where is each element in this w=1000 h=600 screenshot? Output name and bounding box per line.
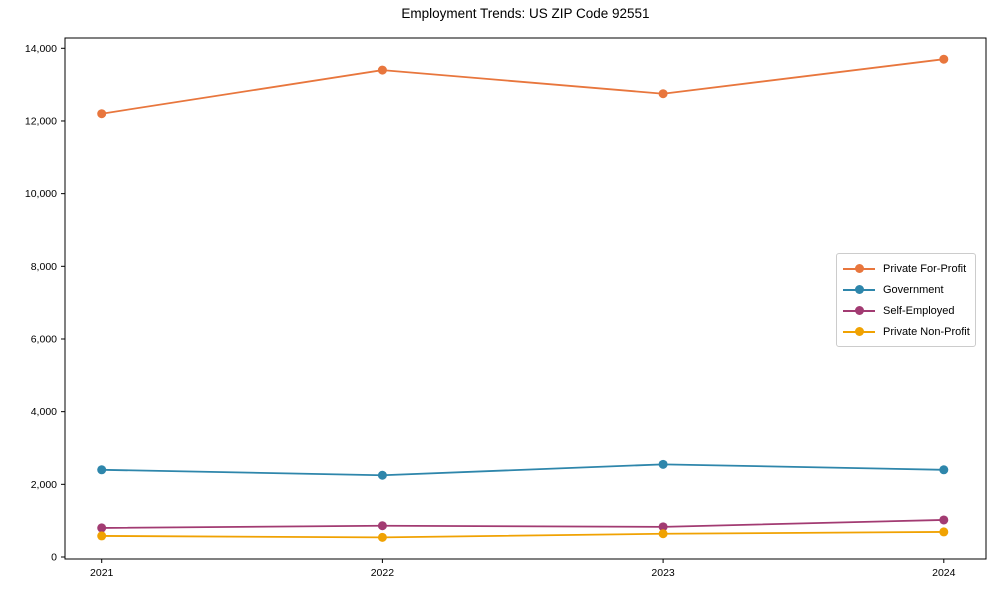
legend-item-private-non-profit: Private Non-Profit: [843, 321, 970, 342]
y-axis-tick-label: 12,000: [25, 115, 57, 127]
data-point-private-for-profit-2021: [97, 109, 107, 119]
legend-line-marker-icon: [843, 285, 875, 295]
data-point-government-2024: [939, 465, 949, 475]
legend-label: Self-Employed: [883, 304, 955, 317]
data-point-private-for-profit-2022: [377, 65, 387, 75]
legend-marker-dot: [854, 285, 864, 294]
legend-marker-dot: [854, 327, 864, 336]
data-point-self-employed-2022: [377, 521, 387, 531]
line-series-private-non-profit: [101, 531, 944, 539]
data-point-self-employed-2023: [658, 522, 668, 532]
y-axis-tick-label: 14,000: [25, 43, 57, 55]
x-axis-tick-label: 2024: [932, 567, 956, 579]
data-point-self-employed-2021: [97, 523, 107, 533]
data-point-government-2021: [97, 465, 107, 475]
legend-label: Private Non-Profit: [883, 325, 970, 338]
x-axis-tick-label: 2023: [651, 567, 675, 579]
y-axis-tick-label: 0: [51, 552, 57, 564]
line-series-private-for-profit: [101, 58, 944, 115]
legend-item-private-for-profit: Private For-Profit: [843, 258, 969, 279]
legend-line-marker-icon: [843, 327, 875, 337]
legend: Private For-Profit Government Self-Employe…: [836, 253, 976, 347]
legend-line-marker-icon: [843, 306, 875, 316]
line-series-self-employed: [101, 519, 944, 529]
legend-line-marker-icon: [843, 264, 875, 274]
y-axis-tick-label: 2,000: [31, 479, 57, 491]
data-point-private-non-profit-2023: [658, 529, 668, 539]
legend-label: Government: [883, 283, 944, 296]
line-series-government: [101, 463, 944, 477]
y-axis-tick-label: 8,000: [31, 261, 57, 273]
chart-title: Employment Trends: US ZIP Code 92551: [401, 6, 650, 21]
legend-item-self-employed: Self-Employed: [843, 300, 969, 321]
legend-marker-dot: [854, 306, 864, 315]
data-point-government-2023: [658, 459, 668, 469]
y-axis-tick-label: 10,000: [25, 188, 57, 200]
data-point-private-non-profit-2022: [377, 532, 387, 542]
x-axis-tick-label: 2022: [371, 567, 395, 579]
data-point-government-2022: [377, 470, 387, 480]
legend-marker-dot: [854, 264, 864, 273]
data-point-private-non-profit-2021: [97, 531, 107, 541]
legend-item-government: Government: [843, 279, 969, 300]
data-point-private-non-profit-2024: [939, 527, 949, 537]
y-axis-tick-label: 4,000: [31, 406, 57, 418]
y-axis-tick-label: 6,000: [31, 333, 57, 345]
data-point-private-for-profit-2023: [658, 89, 668, 99]
axes-frame: [64, 37, 987, 560]
x-axis-tick-label: 2021: [90, 567, 114, 579]
data-point-private-for-profit-2024: [939, 54, 949, 64]
legend-label: Private For-Profit: [883, 262, 967, 275]
data-point-self-employed-2024: [939, 515, 949, 525]
